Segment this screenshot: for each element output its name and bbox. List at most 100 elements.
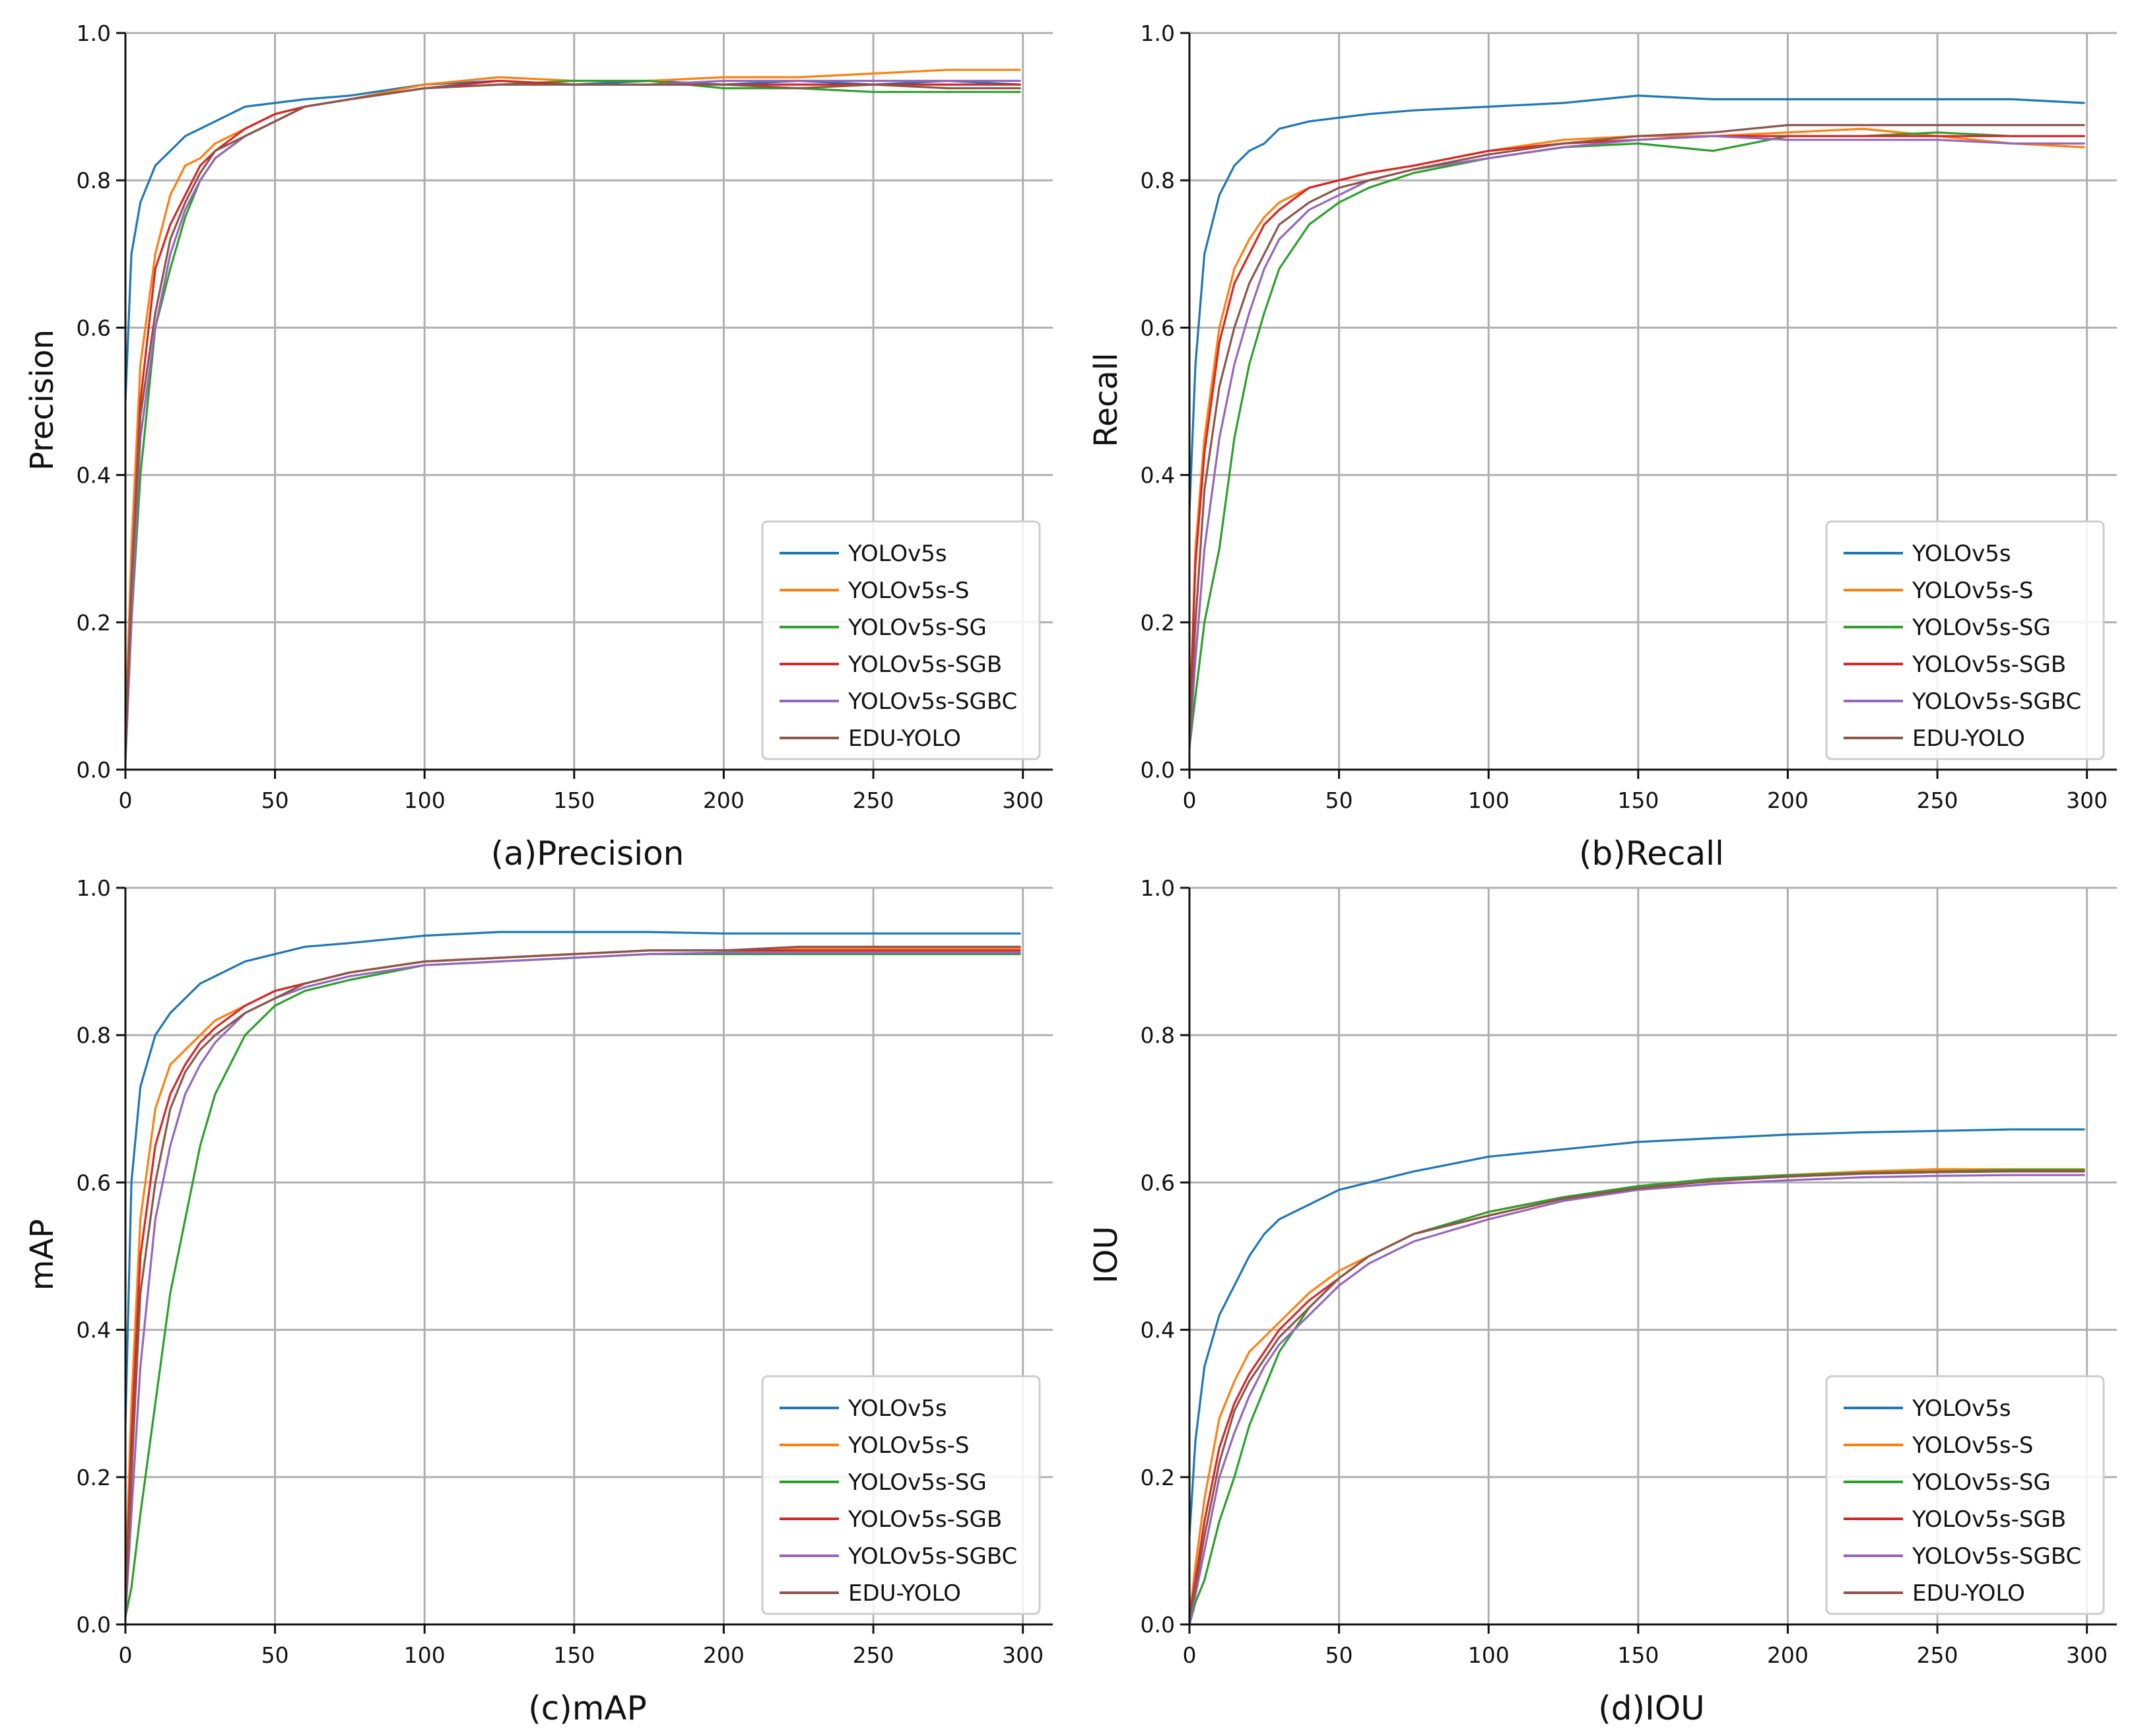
map-caption: (c)mAP — [528, 1689, 647, 1727]
iou-x-tick-label: 200 — [1767, 1642, 1809, 1668]
map-y-tick-label: 0.2 — [77, 1465, 111, 1490]
precision-axes — [124, 33, 1053, 771]
iou-x-tick-label: 300 — [2066, 1642, 2108, 1668]
recall-axes — [1188, 33, 2117, 771]
iou-x-tick-label: 0 — [1183, 1642, 1197, 1668]
iou-series — [1188, 1128, 2085, 1626]
map-axes — [124, 888, 1053, 1626]
precision-x-tick-label: 250 — [853, 787, 894, 813]
recall-x-tick-label: 50 — [1325, 787, 1353, 813]
map-x-tick-label: 50 — [261, 1642, 289, 1668]
recall-legend-label: YOLOv5s-SGB — [1912, 651, 2066, 678]
map-legend: YOLOv5s YOLOv5s-S YOLOv5s-SG YOLOv5s-SGB YOL… — [761, 1375, 1041, 1615]
map-legend-label: EDU-YOLO — [848, 1580, 961, 1607]
precision-line-yolov5s — [124, 79, 1021, 403]
recall-line-edu-yolo — [1188, 123, 2085, 742]
map-line-yolov5s-sg — [124, 952, 1021, 1619]
panel-iou: 0 50 100 150 200 250 300 0.0 0.2 0.4 0.6 0.8 1.0 IOU… — [1088, 875, 2117, 1727]
iou-y-tick-label: 1.0 — [1141, 875, 1175, 901]
iou-y-tick-label: 0.8 — [1141, 1022, 1175, 1048]
precision-x-tick-label: 300 — [1002, 787, 1044, 813]
precision-legend-label: YOLOv5s-SG — [848, 615, 987, 641]
precision-y-tick-label: 0.0 — [77, 757, 111, 783]
panel-recall: 0 50 100 150 200 250 300 0.0 0.2 0.4 0.6 0.8 1.0 Rec… — [1088, 20, 2117, 873]
recall-x-tick-label: 200 — [1767, 787, 1809, 813]
iou-y-tick-label: 0.0 — [1141, 1612, 1175, 1638]
recall-y-tick-label: 0.8 — [1141, 168, 1175, 193]
map-legend-label: YOLOv5s — [848, 1395, 947, 1422]
recall-y-tick-label: 0.2 — [1141, 610, 1175, 636]
map-x-tick-label: 0 — [119, 1642, 133, 1668]
precision-x-tick-label: 150 — [553, 787, 595, 813]
iou-legend-label: YOLOv5s-S — [1912, 1432, 2033, 1459]
recall-ticks: 0 50 100 150 200 250 300 0.0 0.2 0.4 0.6 0.8 1.0 — [1141, 20, 2108, 813]
iou-x-tick-label: 50 — [1325, 1642, 1353, 1668]
iou-legend-label: YOLOv5s-SGB — [1912, 1506, 2066, 1533]
map-y-tick-label: 0.0 — [77, 1612, 111, 1638]
iou-legend-label: EDU-YOLO — [1912, 1580, 2025, 1607]
map-legend-label: YOLOv5s-SGB — [848, 1506, 1002, 1533]
iou-ticks: 0 50 100 150 200 250 300 0.0 0.2 0.4 0.6 0.8 1.0 — [1141, 875, 2108, 1668]
precision-y-tick-label: 0.6 — [77, 315, 111, 341]
iou-line-yolov5s — [1188, 1128, 2085, 1537]
map-legend-label: YOLOv5s-SG — [848, 1469, 987, 1496]
iou-caption: (d)IOU — [1598, 1689, 1704, 1727]
recall-x-tick-label: 300 — [2066, 787, 2108, 813]
precision-line-edu-yolo — [124, 83, 1021, 756]
precision-x-tick-label: 200 — [703, 787, 745, 813]
map-x-tick-label: 200 — [703, 1642, 745, 1668]
precision-y-tick-label: 0.4 — [77, 463, 111, 488]
precision-y-axis-label: Precision — [24, 329, 61, 471]
iou-legend-label: YOLOv5s-SGBC — [1912, 1543, 2081, 1570]
recall-legend-label: EDU-YOLO — [1912, 725, 2025, 752]
recall-line-yolov5s-sgb — [1188, 135, 2085, 734]
recall-legend: YOLOv5s YOLOv5s-S YOLOv5s-SG YOLOv5s-SGB YOL… — [1825, 520, 2105, 760]
panel-map: 0 50 100 150 200 250 300 0.0 0.2 0.4 0.6 0.8 1.0 mAP… — [24, 875, 1053, 1727]
recall-y-axis-label: Recall — [1088, 352, 1125, 447]
map-y-tick-label: 0.4 — [77, 1318, 111, 1343]
recall-caption: (b)Recall — [1579, 834, 1724, 873]
precision-legend-label: YOLOv5s — [848, 541, 947, 567]
precision-legend-label: EDU-YOLO — [848, 725, 961, 752]
map-x-tick-label: 100 — [404, 1642, 446, 1668]
recall-y-tick-label: 0.4 — [1141, 463, 1175, 488]
precision-x-tick-label: 0 — [119, 787, 133, 813]
recall-line-yolov5s — [1188, 94, 2085, 514]
map-legend-label: YOLOv5s-S — [848, 1432, 969, 1459]
iou-line-yolov5s-sgbc — [1188, 1174, 2085, 1626]
precision-legend: YOLOv5s YOLOv5s-S YOLOv5s-SG YOLOv5s-SGB YOL… — [761, 520, 1041, 760]
precision-x-tick-label: 50 — [261, 787, 289, 813]
iou-axes — [1188, 888, 2117, 1626]
recall-y-tick-label: 0.6 — [1141, 315, 1175, 341]
recall-legend-label: YOLOv5s-S — [1912, 578, 2033, 604]
map-series — [124, 931, 1021, 1619]
iou-y-axis-label: IOU — [1088, 1226, 1125, 1283]
iou-y-tick-label: 0.4 — [1141, 1318, 1175, 1343]
map-y-tick-label: 1.0 — [77, 875, 111, 901]
recall-y-tick-label: 0.0 — [1141, 757, 1175, 783]
precision-legend-label: YOLOv5s-SGB — [848, 651, 1002, 678]
map-x-tick-label: 300 — [1002, 1642, 1044, 1668]
iou-x-tick-label: 100 — [1468, 1642, 1510, 1668]
map-line-yolov5s-sgbc — [124, 951, 1021, 1619]
precision-series — [124, 69, 1021, 764]
recall-x-tick-label: 250 — [1917, 787, 1958, 813]
recall-x-tick-label: 150 — [1617, 787, 1659, 813]
iou-legend-label: YOLOv5s — [1912, 1395, 2011, 1422]
map-line-edu-yolo — [124, 945, 1021, 1611]
precision-y-tick-label: 1.0 — [77, 20, 111, 46]
recall-x-tick-label: 100 — [1468, 787, 1510, 813]
recall-x-tick-label: 0 — [1183, 787, 1197, 813]
recall-y-tick-label: 1.0 — [1141, 20, 1175, 46]
map-x-tick-label: 250 — [853, 1642, 894, 1668]
iou-y-tick-label: 0.2 — [1141, 1465, 1175, 1490]
iou-legend: YOLOv5s YOLOv5s-S YOLOv5s-SG YOLOv5s-SGB YOL… — [1825, 1375, 2105, 1615]
panel-precision: 0 50 100 150 200 250 300 0.0 0.2 0.4 0.6 0.8 1.0 Pre… — [24, 20, 1053, 873]
precision-caption: (a)Precision — [491, 834, 684, 873]
recall-series — [1188, 94, 2085, 749]
map-y-axis-label: mAP — [24, 1219, 61, 1291]
recall-legend-label: YOLOv5s — [1912, 541, 2011, 567]
precision-legend-label: YOLOv5s-S — [848, 578, 969, 604]
